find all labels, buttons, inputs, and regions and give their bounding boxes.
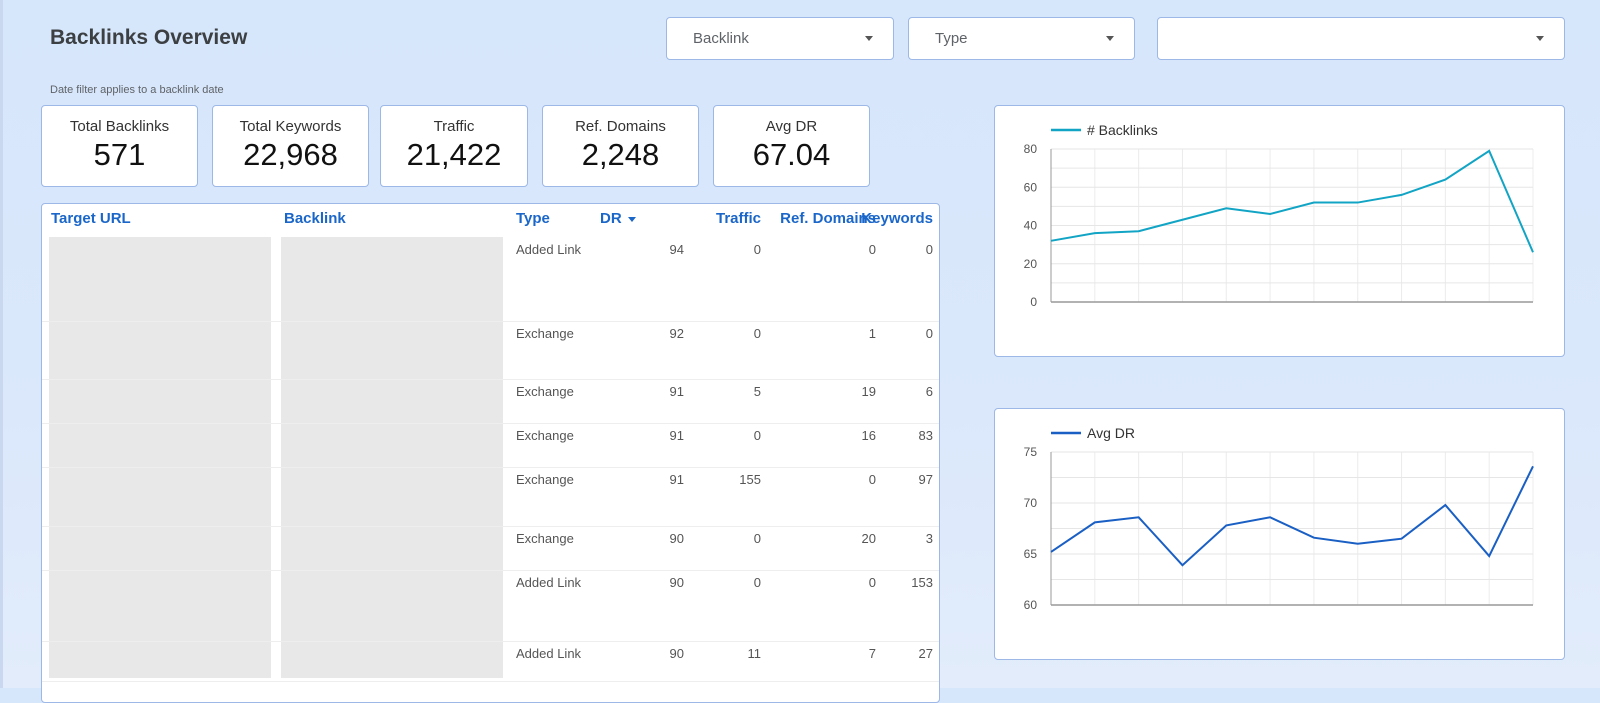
backlink-redacted (281, 237, 503, 678)
y-tick-label: 0 (1030, 295, 1037, 309)
kpi-value: 22,968 (213, 137, 368, 173)
y-tick-label: 20 (1024, 257, 1038, 271)
type-filter-dropdown[interactable]: Type (908, 17, 1135, 60)
cell-keywords: 3 (862, 531, 933, 546)
caret-down-icon (1536, 36, 1544, 41)
caret-down-icon (865, 36, 873, 41)
left-edge (0, 0, 3, 688)
date-filter-dropdown[interactable] (1157, 17, 1565, 60)
row-divider (42, 379, 940, 380)
y-tick-label: 80 (1024, 142, 1038, 156)
cell-keywords: 97 (862, 472, 933, 487)
kpi-total-keywords: Total Keywords 22,968 (212, 105, 369, 187)
avg-dr-chart-card: 60 65 70 75 Avg DR (994, 408, 1565, 660)
y-tick-label: 40 (1024, 219, 1038, 233)
page-title: Backlinks Overview (50, 26, 247, 50)
kpi-label: Total Keywords (213, 118, 368, 135)
col-header-dr[interactable]: DR (600, 210, 636, 227)
cell-ref-domains: 7 (757, 646, 876, 661)
cell-ref-domains: 1 (757, 326, 876, 341)
backlinks-line-chart: 0 20 40 60 80 # Backlinks (995, 106, 1566, 358)
dr-header-label: DR (600, 210, 622, 227)
col-header-keywords[interactable]: Keywords (842, 210, 933, 227)
series-line (1051, 466, 1533, 565)
kpi-total-backlinks: Total Backlinks 571 (41, 105, 198, 187)
y-tick-label: 70 (1024, 496, 1038, 510)
backlink-filter-dropdown[interactable]: Backlink (666, 17, 894, 60)
cell-ref-domains: 0 (757, 242, 876, 257)
cell-keywords: 27 (862, 646, 933, 661)
kpi-value: 2,248 (543, 137, 698, 173)
kpi-label: Avg DR (714, 118, 869, 135)
sort-desc-icon (628, 217, 636, 222)
kpi-label: Ref. Domains (543, 118, 698, 135)
series-line (1051, 151, 1533, 252)
cell-traffic: 0 (661, 531, 761, 546)
kpi-value: 21,422 (381, 137, 527, 173)
cell-keywords: 6 (862, 384, 933, 399)
cell-keywords: 153 (862, 575, 933, 590)
kpi-label: Traffic (381, 118, 527, 135)
cell-ref-domains: 0 (757, 472, 876, 487)
cell-traffic: 0 (661, 428, 761, 443)
cell-ref-domains: 19 (757, 384, 876, 399)
row-divider (42, 526, 940, 527)
kpi-value: 571 (42, 137, 197, 173)
cell-keywords: 83 (862, 428, 933, 443)
kpi-ref-domains: Ref. Domains 2,248 (542, 105, 699, 187)
target-url-redacted (49, 237, 271, 678)
cell-keywords: 0 (862, 242, 933, 257)
caret-down-icon (1106, 36, 1114, 41)
cell-traffic: 11 (661, 646, 761, 661)
cell-traffic: 0 (661, 242, 761, 257)
cell-traffic: 5 (661, 384, 761, 399)
type-filter-label: Type (935, 30, 968, 47)
row-divider (42, 641, 940, 642)
cell-traffic: 0 (661, 575, 761, 590)
row-divider (42, 423, 940, 424)
row-divider (42, 681, 940, 682)
kpi-traffic: Traffic 21,422 (380, 105, 528, 187)
col-header-target-url[interactable]: Target URL (51, 210, 131, 227)
col-header-type[interactable]: Type (516, 210, 550, 227)
y-tick-label: 60 (1024, 598, 1038, 612)
cell-ref-domains: 0 (757, 575, 876, 590)
kpi-label: Total Backlinks (42, 118, 197, 135)
cell-traffic: 0 (661, 326, 761, 341)
cell-ref-domains: 16 (757, 428, 876, 443)
row-divider (42, 570, 940, 571)
cell-ref-domains: 20 (757, 531, 876, 546)
date-filter-note: Date filter applies to a backlink date (50, 84, 224, 96)
cell-traffic: 155 (661, 472, 761, 487)
y-tick-label: 65 (1024, 547, 1038, 561)
backlinks-table: Target URL Backlink Type DR Traffic Ref.… (41, 203, 940, 703)
row-divider (42, 321, 940, 322)
cell-keywords: 0 (862, 326, 933, 341)
backlinks-chart-card: 0 20 40 60 80 # Backlinks (994, 105, 1565, 357)
row-divider (42, 467, 940, 468)
y-tick-label: 75 (1024, 445, 1038, 459)
legend-label: # Backlinks (1087, 122, 1158, 138)
kpi-value: 67.04 (714, 137, 869, 173)
col-header-backlink[interactable]: Backlink (284, 210, 346, 227)
kpi-avg-dr: Avg DR 67.04 (713, 105, 870, 187)
legend-label: Avg DR (1087, 425, 1135, 441)
y-tick-label: 60 (1024, 180, 1038, 194)
backlink-filter-label: Backlink (693, 30, 749, 47)
avg-dr-line-chart: 60 65 70 75 Avg DR (995, 409, 1566, 661)
